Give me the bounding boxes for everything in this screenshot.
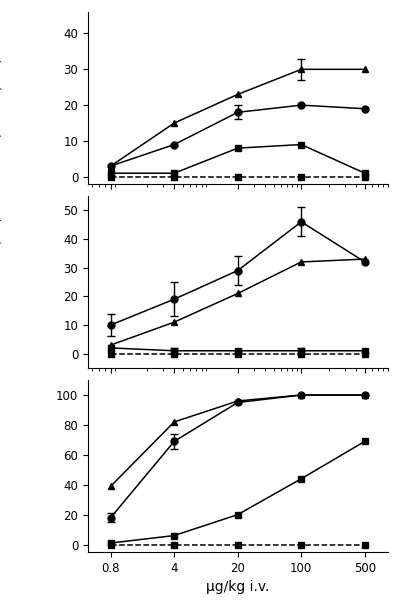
Y-axis label: % inhibition: % inhibition xyxy=(0,431,4,501)
X-axis label: μg/kg i.v.: μg/kg i.v. xyxy=(206,580,270,594)
Y-axis label: Heart rate
(Δ beats/min): Heart rate (Δ beats/min) xyxy=(0,58,4,138)
Y-axis label: Contractile force (Δ%): Contractile force (Δ%) xyxy=(0,217,4,347)
